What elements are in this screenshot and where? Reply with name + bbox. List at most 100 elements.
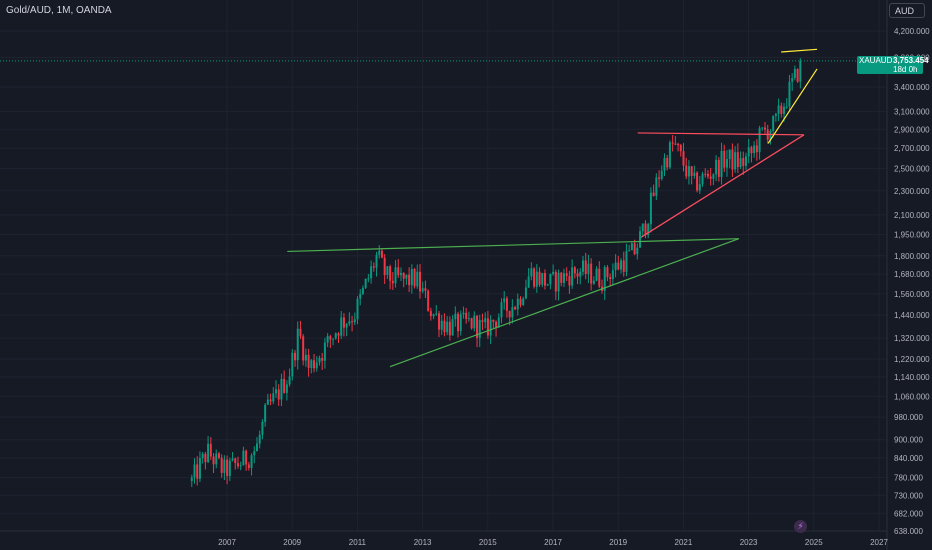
candle-body (438, 313, 441, 330)
trendline-red (640, 134, 805, 238)
candle-body (739, 158, 742, 168)
candle-body (644, 223, 647, 236)
x-tick-label: 2007 (218, 538, 236, 547)
candle-body (744, 156, 747, 166)
candle-body (753, 145, 756, 154)
candle-body (636, 247, 639, 255)
candle-body (565, 273, 568, 277)
candle-body (772, 115, 775, 131)
candle-body (236, 463, 239, 467)
candle-body (255, 443, 258, 452)
candle-body (283, 378, 286, 393)
candle-body (220, 457, 223, 473)
candle-body (391, 280, 394, 284)
candle-body (397, 267, 400, 276)
candle-body (777, 105, 780, 114)
x-axis[interactable]: 2007 2009 2011 2013 2015 2017 2019 2021 2023 2025… (218, 538, 888, 547)
candle-body (446, 321, 449, 333)
candle-body (587, 263, 590, 275)
candle-body (310, 360, 313, 369)
candle-body (370, 266, 373, 279)
candle-body (190, 477, 193, 482)
y-tick-label: 682.000 (894, 509, 923, 518)
candle-body (690, 166, 693, 176)
candle-body (261, 421, 264, 435)
candle-body (418, 271, 421, 292)
candle-body (562, 273, 565, 283)
candle-body (408, 274, 411, 286)
candle-body (579, 271, 582, 277)
candle-body (793, 69, 796, 79)
candle-body (451, 319, 454, 336)
y-axis[interactable]: 638.000 682.000 730.000 780.000 840.000 900.0… (894, 27, 930, 536)
candle-body (622, 260, 625, 272)
candle-body (481, 320, 484, 323)
candle-body (603, 267, 606, 291)
x-tick-label: 2009 (283, 538, 301, 547)
candle-body (250, 455, 253, 468)
candle-body (655, 177, 658, 196)
candle-body (712, 174, 715, 179)
candle-body (508, 310, 511, 318)
candle-body (313, 360, 316, 369)
candle-body (663, 157, 666, 171)
candle-body (625, 251, 628, 272)
candle-body (530, 268, 533, 277)
candle-body (435, 313, 438, 315)
candle-body (785, 106, 788, 108)
y-tick-label: 2,100.000 (894, 211, 930, 220)
candle-body (666, 157, 669, 168)
candle-body (725, 159, 728, 168)
price-tag-symbol: XAUAUD (859, 56, 893, 65)
candle-body (367, 278, 370, 280)
candle-body (399, 272, 402, 276)
candle-body (478, 320, 481, 338)
candle-body (598, 268, 601, 287)
y-tick-label: 840.000 (894, 454, 923, 463)
candle-body (467, 318, 470, 320)
y-tick-label: 3,100.000 (894, 108, 930, 117)
candle-body (277, 389, 280, 400)
price-tag-value: 3,753.454 (893, 56, 929, 65)
candle-body (258, 434, 261, 444)
candle-body (215, 453, 218, 465)
candle-body (361, 287, 364, 294)
candle-body (285, 384, 288, 393)
candle-body (617, 262, 620, 270)
candle-body (272, 393, 275, 402)
x-tick-label: 2019 (609, 538, 627, 547)
candle-body (747, 147, 750, 157)
candle-body (630, 243, 633, 251)
candle-body (584, 260, 587, 275)
candle-body (633, 243, 636, 255)
candle-body (696, 172, 699, 191)
chart-title: Gold/AUD, 1M, OANDA (6, 5, 112, 16)
candle-body (465, 312, 468, 319)
candle-body (568, 276, 571, 286)
candle-body (288, 376, 291, 385)
candle-body (769, 130, 772, 140)
y-tick-label: 1,800.000 (894, 252, 930, 261)
candle-body (484, 318, 487, 323)
candle-body (535, 271, 538, 287)
candle-body (264, 404, 267, 422)
candle-body (557, 272, 560, 292)
candle-body (715, 159, 718, 175)
currency-button[interactable]: AUD (889, 3, 925, 18)
trendline-green (287, 238, 739, 253)
candle-body (495, 321, 498, 328)
candle-body (796, 69, 799, 82)
candle-body (503, 298, 506, 303)
trendline-yellow (781, 48, 818, 53)
lightning-bolt-icon[interactable]: ⚡ (794, 520, 807, 533)
candle-body (609, 277, 612, 280)
candle-body (693, 172, 696, 176)
trendline-red (637, 132, 805, 136)
candle-body (383, 257, 386, 276)
candle-body (500, 302, 503, 318)
candle-body (639, 231, 642, 248)
candle-body (253, 451, 256, 456)
candle-body (497, 317, 500, 328)
y-tick-label: 900.000 (894, 436, 923, 445)
